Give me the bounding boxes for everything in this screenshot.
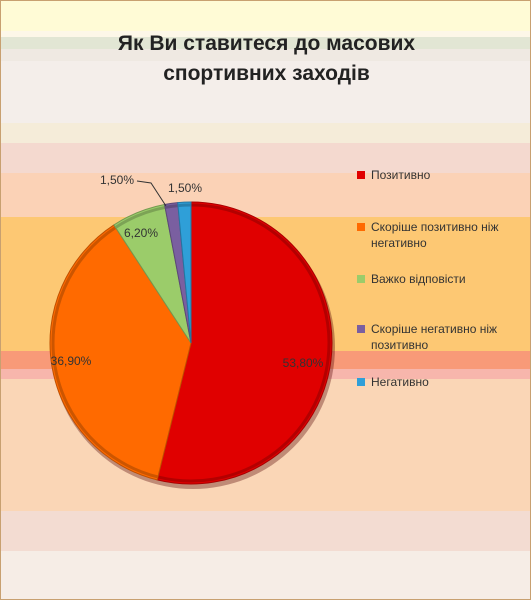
- pie-slice-bevel: [164, 204, 179, 209]
- legend-item-hard-to-say: Важко відповісти: [357, 271, 527, 287]
- chart-title-line-1: Як Ви ставитеся до масових: [117, 32, 416, 55]
- pie-slice-bevel: [51, 226, 159, 479]
- pie-slice-bevel: [157, 203, 331, 483]
- pie-slice: [49, 224, 192, 481]
- legend-item-rather-negative: Скоріше негативно ніж позитивно: [357, 321, 527, 353]
- legend-swatch: [357, 325, 365, 333]
- chart-title: Як Ви ставитеся до масових спортивних за…: [1, 29, 530, 89]
- legend-label: Негативно: [371, 375, 429, 389]
- bg-band: [1, 49, 530, 61]
- bg-band: [1, 143, 530, 173]
- bg-band: [1, 37, 530, 49]
- pie-slice: [156, 201, 333, 485]
- legend-swatch: [357, 171, 365, 179]
- data-label: 6,20%: [124, 226, 158, 240]
- legend-swatch: [357, 275, 365, 283]
- legend-item-rather-positive: Скоріше позитивно ніж негативно: [357, 219, 527, 251]
- legend-label: Важко відповісти: [371, 272, 466, 286]
- data-label: 1,50%: [168, 181, 202, 195]
- legend-label: Скоріше позитивно ніж негативно: [371, 220, 499, 250]
- legend-label: Позитивно: [371, 168, 431, 182]
- chart-title-line-2: спортивних заходів: [163, 62, 370, 85]
- pie-slice-bevel: [114, 205, 166, 229]
- legend-label: Скоріше негативно ніж позитивно: [371, 322, 498, 352]
- bg-band: [1, 1, 530, 31]
- legend-item-positive: Позитивно: [357, 167, 527, 183]
- bg-band: [1, 551, 530, 599]
- data-label: 53,80%: [283, 356, 324, 370]
- legend-swatch: [357, 223, 365, 231]
- label-leader-line: [136, 180, 167, 207]
- bg-band: [1, 173, 530, 217]
- legend-item-negative: Негативно: [357, 374, 527, 390]
- data-label: 1,50%: [100, 173, 134, 187]
- legend-swatch: [357, 378, 365, 386]
- data-label: 36,90%: [51, 354, 92, 368]
- bg-band: [1, 123, 530, 143]
- pie-slice: [177, 201, 192, 344]
- bg-band: [1, 511, 530, 551]
- pie-slice-bevel: [177, 203, 192, 208]
- bg-band: [1, 61, 530, 123]
